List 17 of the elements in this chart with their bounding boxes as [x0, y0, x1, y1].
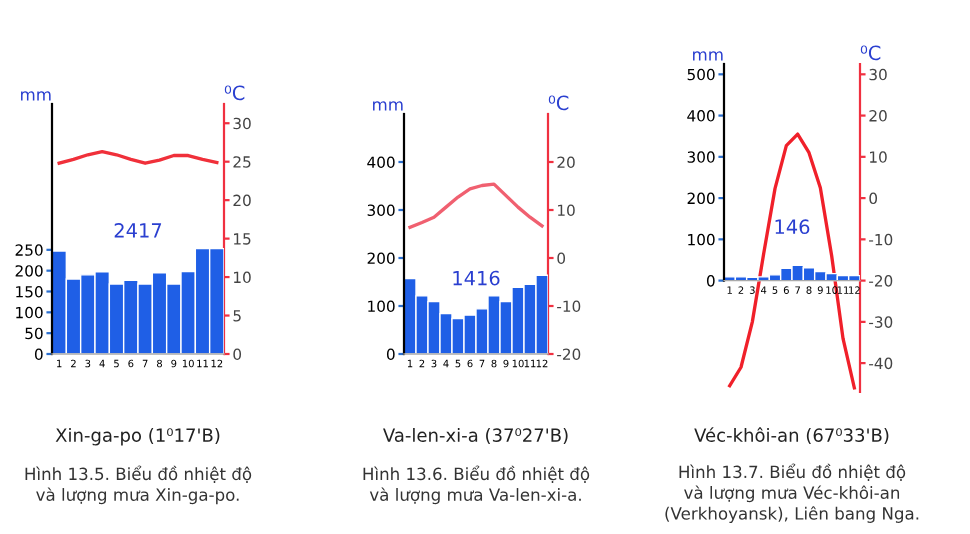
- line-series: [408, 182, 544, 229]
- text: Véc-khôi-an (67⁰33'B): [694, 427, 889, 445]
- text: Va-len-xi-a (37⁰27'B): [383, 428, 568, 445]
- y2-axis-title: ⁰C: [548, 95, 569, 111]
- y2-axis-title: ⁰C: [224, 85, 245, 101]
- annotation: 1416: [453, 270, 500, 286]
- text: Hình 13.6. Biểu đồ nhiệt độ và lượng mưa Va-len-xi-a.: [363, 465, 590, 505]
- line-series: [728, 132, 856, 390]
- y-axis-title: mm: [21, 91, 51, 101]
- y2-axis-title: ⁰C: [860, 45, 881, 61]
- text: Hình 13.5. Biểu đồ nhiệt độ và lượng mưa Xin-ga-po.: [25, 465, 252, 505]
- annotation: 146: [775, 219, 810, 235]
- annotation: 2417: [114, 223, 162, 238]
- y-axis-title: mm: [373, 101, 403, 111]
- text: Hình 13.7. Biểu đồ nhiệt độ và lượng mưa Véc-khôi-an (Verkhoyansk), Liên bang Nga.: [665, 463, 919, 523]
- y-axis-title: mm: [693, 51, 723, 61]
- text: Xin-ga-po (1⁰17'B): [55, 428, 220, 446]
